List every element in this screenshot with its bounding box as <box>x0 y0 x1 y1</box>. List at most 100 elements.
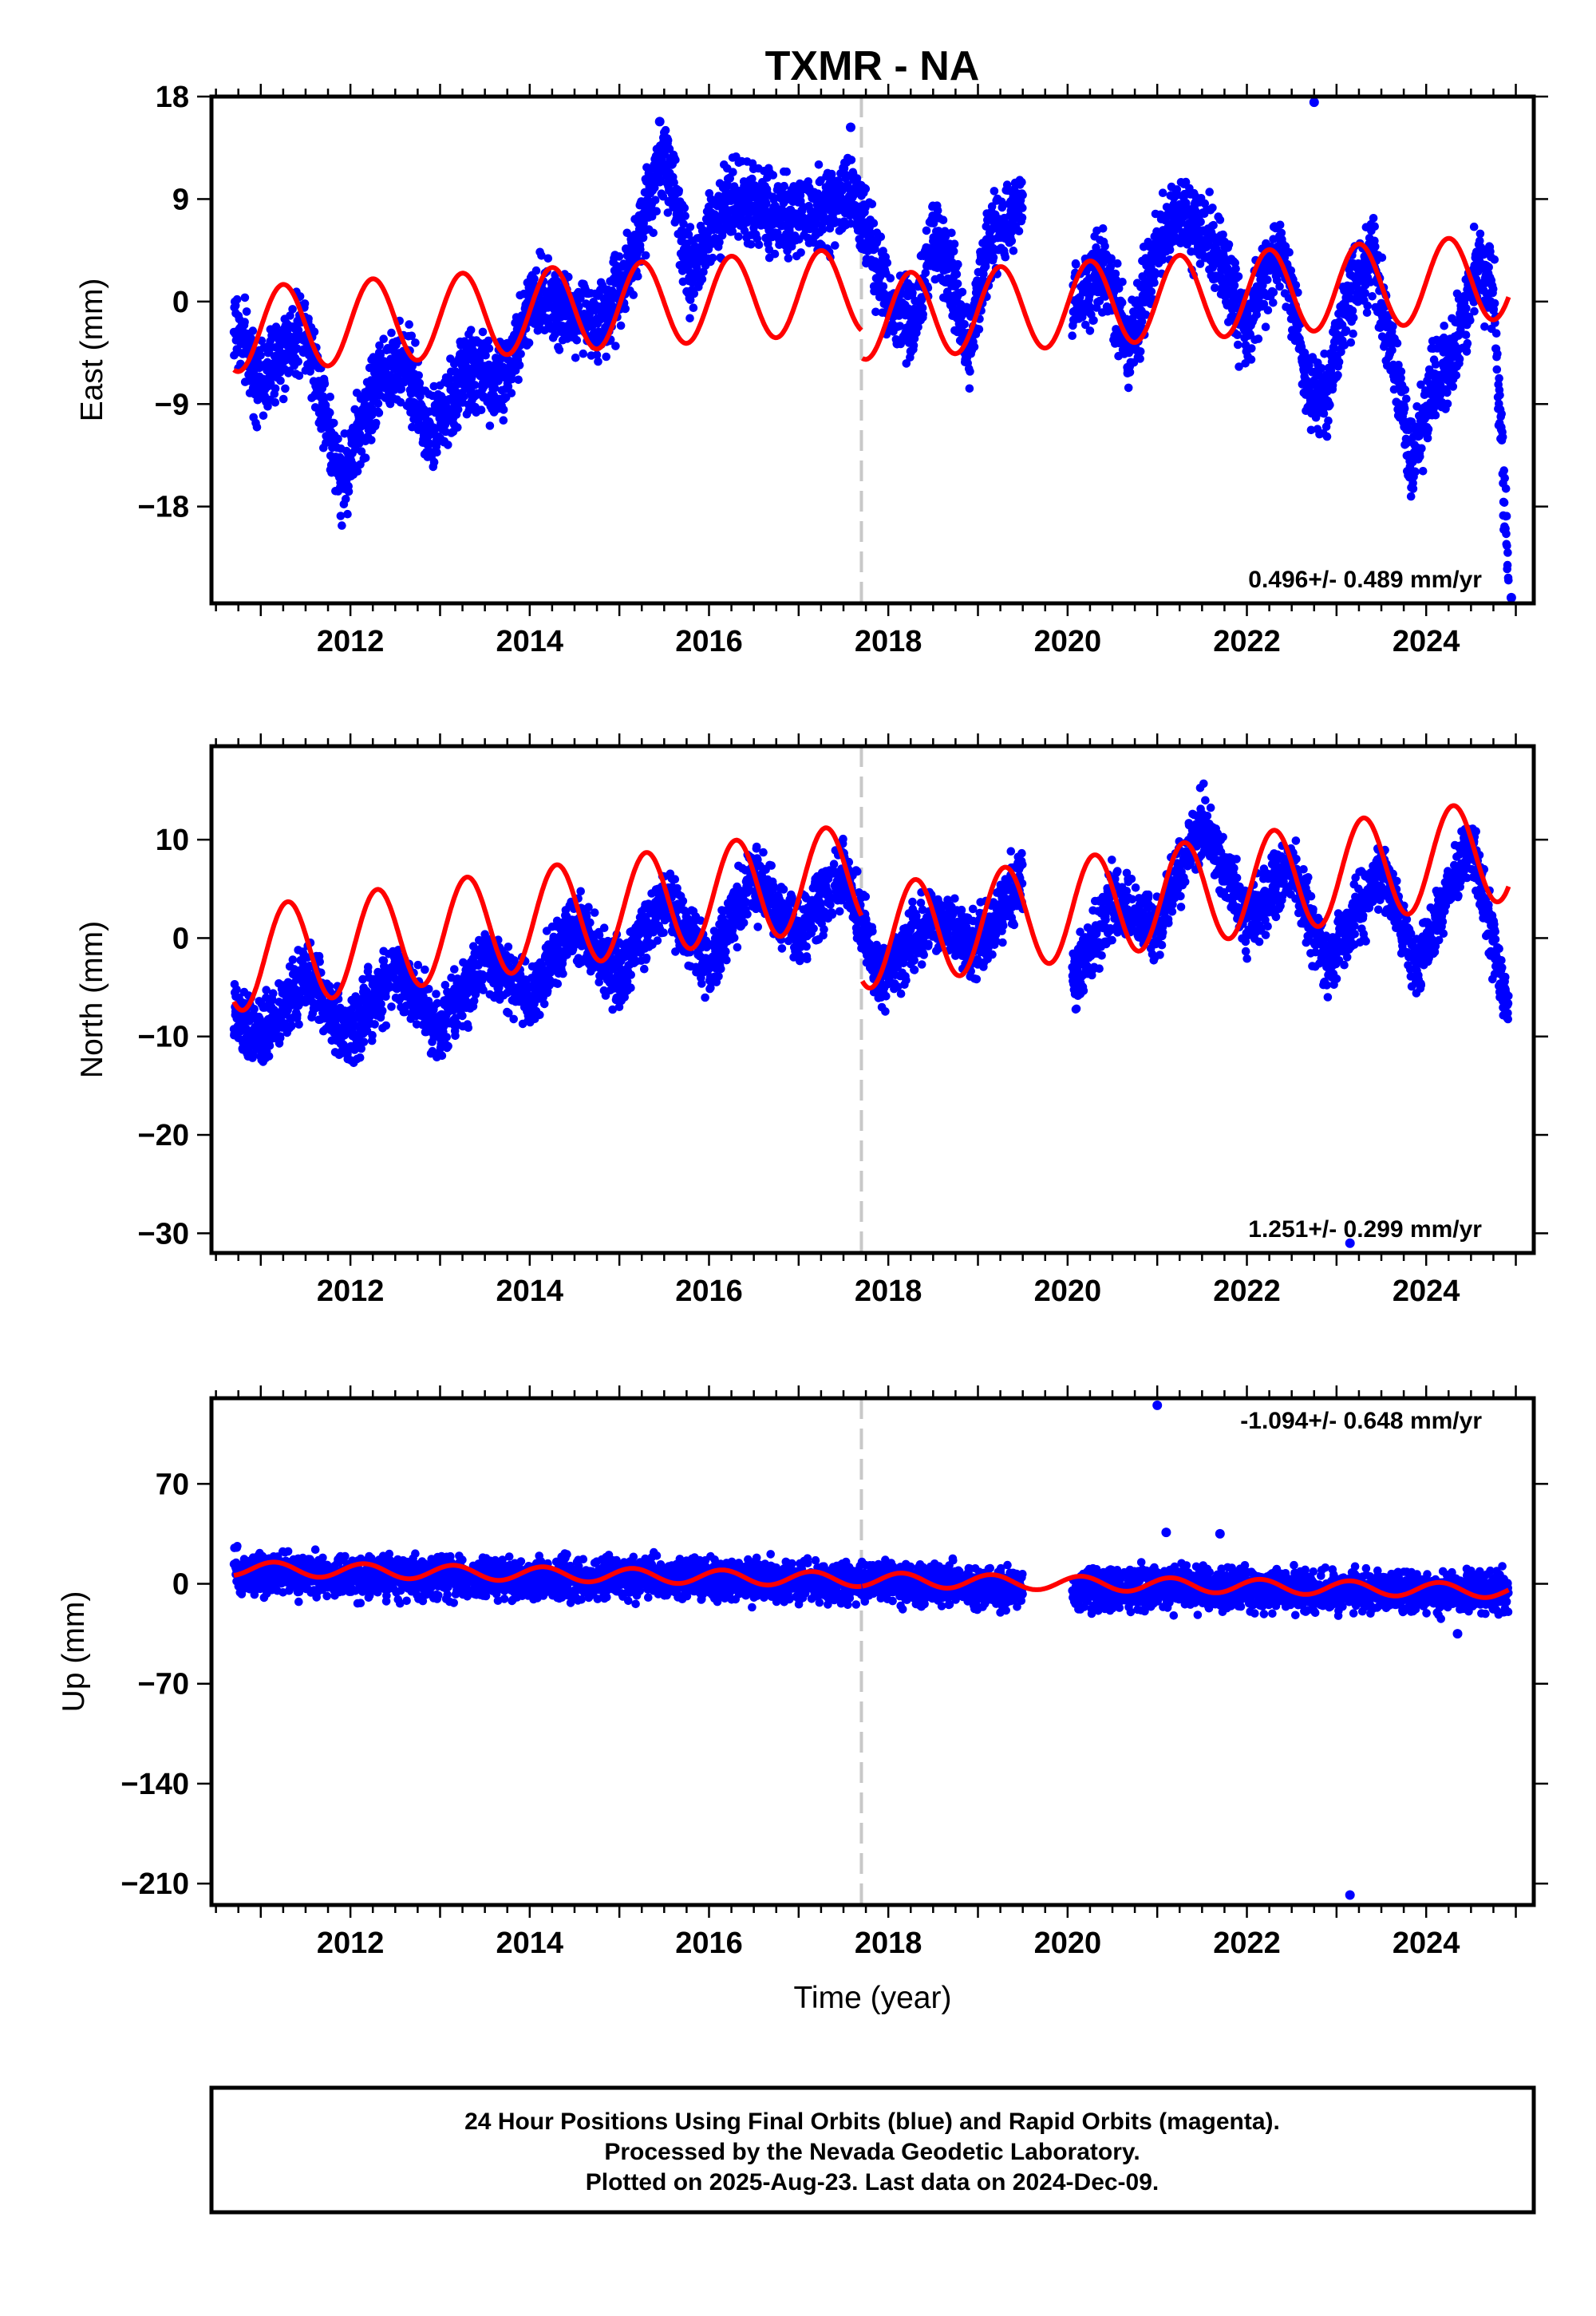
data-point <box>1502 529 1511 539</box>
data-point <box>636 245 645 254</box>
data-point <box>433 448 441 457</box>
data-point <box>1388 346 1396 355</box>
y-tick-label: 18 <box>156 81 189 114</box>
data-point <box>1389 322 1397 331</box>
data-point <box>1393 338 1402 348</box>
data-point <box>708 253 717 263</box>
data-point <box>256 351 265 360</box>
outlier-point <box>846 122 855 132</box>
data-point <box>1363 301 1372 310</box>
data-point <box>508 374 516 384</box>
data-point <box>1224 240 1234 249</box>
data-point <box>1319 409 1329 418</box>
outlier-point <box>654 117 665 127</box>
data-point <box>768 171 778 180</box>
data-point <box>689 303 698 313</box>
x-tick-label: 2024 <box>1393 625 1460 658</box>
data-point <box>460 392 468 401</box>
data-point <box>770 249 780 259</box>
data-point <box>240 293 250 302</box>
data-point <box>1371 242 1380 251</box>
data-point <box>498 362 508 372</box>
data-point <box>1117 298 1127 307</box>
data-point <box>1294 288 1302 297</box>
data-points <box>229 97 1516 603</box>
data-point <box>1408 484 1418 493</box>
data-point <box>1455 354 1464 364</box>
data-point <box>1348 306 1357 315</box>
data-point <box>1234 272 1243 281</box>
data-point <box>504 381 513 391</box>
data-point <box>499 416 508 425</box>
data-point <box>1463 338 1472 348</box>
data-point <box>1072 260 1080 269</box>
data-point <box>1275 282 1284 291</box>
data-point <box>602 352 610 362</box>
data-point <box>1009 246 1018 255</box>
data-point <box>481 350 490 360</box>
data-point <box>516 350 525 358</box>
data-point <box>1443 388 1452 397</box>
data-point <box>373 399 383 408</box>
data-point <box>1418 467 1428 476</box>
data-point <box>1349 313 1358 322</box>
data-point <box>611 342 620 350</box>
data-point <box>464 406 473 415</box>
data-point <box>1411 467 1420 476</box>
data-point <box>1406 492 1416 501</box>
data-point <box>279 394 288 404</box>
data-point <box>1493 350 1502 358</box>
data-point <box>922 226 931 235</box>
data-point <box>1078 313 1087 322</box>
data-point <box>1086 303 1096 313</box>
data-point <box>555 346 564 354</box>
data-point <box>248 326 258 335</box>
data-point <box>1136 347 1145 356</box>
data-point <box>960 320 969 329</box>
data-point <box>275 1034 285 1042</box>
data-point <box>250 1005 259 1014</box>
data-point <box>334 434 342 444</box>
data-point <box>965 384 974 393</box>
data-point <box>958 287 967 297</box>
data-point <box>1269 298 1278 307</box>
data-point <box>685 223 695 231</box>
data-point <box>1325 401 1334 409</box>
data-point <box>1498 433 1507 441</box>
data-point <box>269 989 278 998</box>
data-point <box>379 334 389 344</box>
data-point <box>929 219 938 228</box>
x-tick-label: 2012 <box>317 625 385 658</box>
data-points <box>229 779 1513 1248</box>
data-point <box>656 176 665 184</box>
data-point <box>1259 299 1269 309</box>
data-point <box>1231 264 1240 274</box>
data-point <box>271 398 280 407</box>
data-point <box>1417 444 1426 453</box>
data-point <box>909 341 918 350</box>
data-point <box>685 314 694 323</box>
data-point <box>954 259 962 269</box>
data-point <box>286 311 294 320</box>
data-point <box>921 268 930 278</box>
data-point <box>847 156 856 164</box>
data-point <box>537 251 546 260</box>
data-point <box>259 411 268 421</box>
data-point <box>1370 222 1379 231</box>
data-point <box>728 227 737 236</box>
data-point <box>658 192 668 201</box>
data-point <box>453 405 463 414</box>
data-point <box>634 271 642 281</box>
data-point <box>564 272 573 282</box>
data-point <box>949 247 958 256</box>
data-point <box>1490 298 1499 308</box>
data-point <box>1001 252 1010 262</box>
data-point <box>814 160 824 169</box>
data-point <box>476 405 486 414</box>
data-point <box>861 184 871 193</box>
data-point <box>681 211 689 220</box>
data-point <box>663 136 673 145</box>
data-point <box>1462 304 1471 313</box>
data-point <box>908 288 917 298</box>
data-point <box>1106 263 1115 272</box>
